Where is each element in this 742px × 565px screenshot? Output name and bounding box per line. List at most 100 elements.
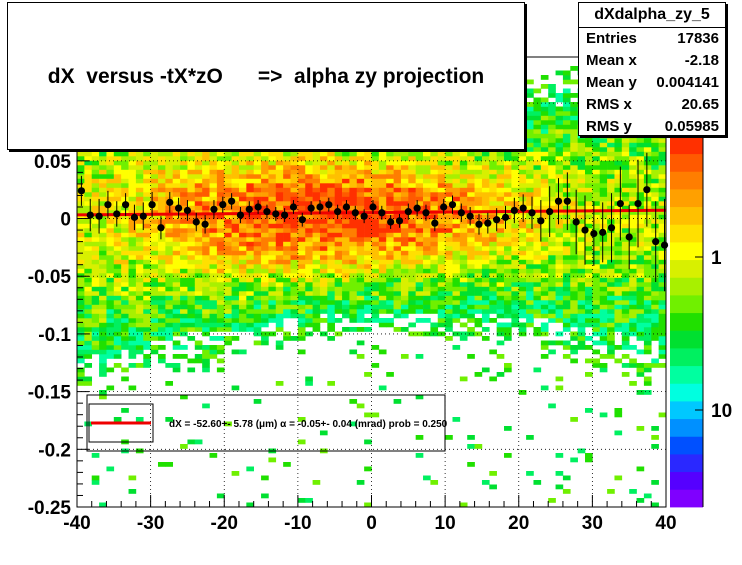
- heatmap-cell: [496, 219, 505, 224]
- heatmap-cell: [305, 241, 313, 247]
- heatmap-cell: [607, 192, 615, 197]
- heatmap-cell: [562, 88, 571, 94]
- heatmap-cell: [84, 201, 93, 206]
- heatmap-cell: [364, 228, 372, 233]
- heatmap-cell: [135, 313, 144, 319]
- heatmap-cell: [599, 259, 608, 265]
- heatmap-cell: [400, 286, 409, 292]
- heatmap-cell: [238, 273, 247, 278]
- heatmap-cell: [356, 183, 365, 188]
- heatmap-cell: [540, 322, 549, 328]
- heatmap-cell: [636, 282, 645, 287]
- heatmap-cell: [143, 169, 151, 175]
- heatmap-cell: [599, 250, 608, 256]
- heatmap-cell: [180, 237, 188, 242]
- heatmap-cell: [599, 331, 608, 337]
- heatmap-cell: [585, 264, 593, 269]
- heatmap-cell: [224, 151, 232, 157]
- heatmap-cell: [540, 219, 549, 224]
- heatmap-cell: [268, 165, 277, 170]
- heatmap-cell: [504, 309, 512, 314]
- heatmap-cell: [445, 327, 453, 332]
- heatmap-cell: [400, 219, 409, 224]
- heatmap-cell: [224, 156, 232, 161]
- heatmap-cell: [562, 106, 571, 112]
- heatmap-cell: [504, 160, 512, 166]
- heatmap-cell: [533, 205, 542, 211]
- heatmap-cell: [555, 97, 564, 103]
- heatmap-cell: [231, 160, 240, 166]
- heatmap-cell: [614, 412, 623, 418]
- heatmap-cell: [651, 309, 659, 314]
- heatmap-cell: [548, 183, 556, 188]
- heatmap-cell: [113, 318, 122, 323]
- heatmap-cell: [113, 169, 122, 175]
- heatmap-cell: [526, 237, 534, 242]
- heatmap-cell: [651, 264, 659, 269]
- heatmap-cell: [570, 66, 578, 71]
- heatmap-cell: [504, 187, 512, 193]
- heatmap-cell: [268, 192, 277, 197]
- heatmap-cell: [275, 327, 284, 332]
- heatmap-cell: [216, 327, 225, 332]
- heatmap-cell: [481, 160, 490, 166]
- heatmap-cell: [246, 156, 254, 161]
- heatmap-cell: [187, 210, 196, 215]
- heatmap-cell: [261, 187, 269, 193]
- heatmap-cell: [526, 115, 534, 121]
- heatmap-cell: [445, 313, 453, 319]
- heatmap-cell: [91, 169, 100, 175]
- heatmap-cell: [261, 273, 269, 278]
- heatmap-cell: [180, 313, 188, 319]
- x-tick-label: 20: [508, 513, 529, 534]
- heatmap-cell: [84, 196, 93, 202]
- heatmap-cell: [621, 138, 630, 143]
- color-palette-segment: [670, 206, 703, 225]
- heatmap-cell: [585, 457, 593, 463]
- heatmap-cell: [238, 192, 247, 197]
- heatmap-cell: [489, 160, 497, 166]
- heatmap-cell: [290, 286, 299, 292]
- heatmap-cell: [135, 336, 144, 341]
- heatmap-cell: [585, 255, 593, 260]
- heatmap-cell: [128, 340, 137, 346]
- heatmap-cell: [562, 93, 571, 98]
- heatmap-cell: [540, 174, 549, 179]
- heatmap-cell: [172, 228, 181, 233]
- heatmap-cell: [143, 345, 151, 350]
- heatmap-cell: [658, 327, 667, 332]
- heatmap-cell: [180, 304, 188, 310]
- heatmap-cell: [327, 273, 335, 278]
- heatmap-cell: [474, 192, 483, 197]
- heatmap-cell: [180, 219, 188, 224]
- heatmap-cell: [268, 259, 277, 265]
- heatmap-cell: [445, 336, 453, 341]
- heatmap-cell: [238, 232, 247, 238]
- heatmap-cell: [415, 232, 424, 238]
- heatmap-cell: [342, 327, 350, 332]
- heatmap-cell: [268, 232, 277, 238]
- heatmap-cell: [253, 268, 262, 274]
- heatmap-cell: [459, 223, 468, 229]
- heatmap-cell: [253, 264, 262, 269]
- heatmap-cell: [290, 264, 299, 269]
- heatmap-cell: [150, 214, 159, 220]
- heatmap-cell: [437, 160, 446, 166]
- heatmap-cell: [599, 156, 608, 161]
- heatmap-cell: [91, 273, 100, 278]
- heatmap-cell: [386, 259, 394, 265]
- heatmap-cell: [253, 291, 262, 296]
- heatmap-cell: [202, 403, 210, 409]
- heatmap-cell: [290, 160, 299, 166]
- heatmap-cell: [423, 223, 431, 229]
- heatmap-cell: [113, 237, 122, 242]
- heatmap-cell: [599, 165, 608, 170]
- heatmap-cell: [165, 259, 174, 265]
- heatmap-cell: [651, 336, 659, 341]
- heatmap-cell: [77, 156, 85, 161]
- heatmap-cell: [562, 255, 571, 260]
- heatmap-cell: [577, 295, 586, 301]
- heatmap-cell: [504, 169, 512, 175]
- heatmap-cell: [187, 277, 196, 283]
- heatmap-cell: [172, 300, 181, 305]
